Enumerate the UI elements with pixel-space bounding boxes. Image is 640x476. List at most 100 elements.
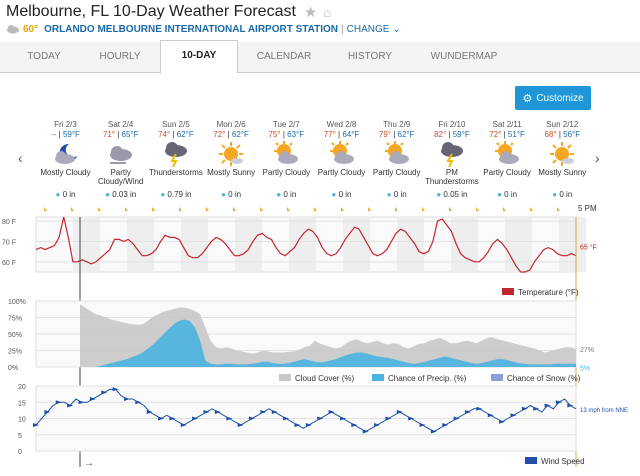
- day-column[interactable]: Thu 2/9 79° | 62°F Partly Cloudy ● 0 in: [369, 120, 424, 215]
- chevron-left-icon[interactable]: ‹: [18, 150, 23, 166]
- title-row: Melbourne, FL 10-Day Weather Forecast ★ …: [6, 2, 331, 22]
- station-name[interactable]: ORLANDO MELBOURNE INTERNATIONAL AIRPORT …: [44, 23, 339, 35]
- current-temp: 60°: [23, 23, 39, 35]
- sun-marker: [233, 207, 236, 211]
- precip-chance-area: [80, 319, 576, 367]
- sun-marker: [152, 207, 155, 211]
- change-link[interactable]: CHANGE: [346, 23, 390, 35]
- day-precip: ● 0 in: [535, 190, 590, 200]
- wind-legend-swatch: [525, 457, 537, 464]
- day-precip: ● 0.79 in: [148, 190, 203, 200]
- sun-marker: [503, 207, 506, 211]
- day-date: Fri 2/10: [438, 120, 466, 129]
- day-column[interactable]: Sat 2/4 71° | 65°F Partly Cloudy/Wind ● 0.0…: [93, 120, 148, 215]
- night-band: [127, 217, 154, 272]
- tab-10-day[interactable]: 10-DAY: [160, 40, 238, 74]
- wind-direction-marker: [169, 416, 176, 421]
- wind-direction-marker: [123, 397, 130, 401]
- wind-direction-marker: [385, 416, 392, 421]
- wind-direction-marker: [396, 410, 403, 414]
- temperature-tick-label: 70 F: [2, 239, 16, 246]
- wind-direction-marker: [453, 416, 460, 421]
- day-temps: 77° | 64°F: [323, 130, 360, 139]
- station-row: 60° ORLANDO MELBOURNE INTERNATIONAL AIRP…: [6, 22, 401, 36]
- day-condition: Partly Cloudy/Wind: [98, 168, 144, 186]
- day-column[interactable]: Sat 2/11 72° | 51°F Partly Cloudy ● 0 in: [480, 120, 535, 215]
- day-column[interactable]: Fri 2/10 82° | 59°F PM Thunderstorms ● 0.05…: [424, 120, 479, 215]
- tab-hourly[interactable]: HOURLY: [99, 51, 141, 62]
- tab-wundermap[interactable]: WUNDERMAP: [430, 51, 498, 62]
- wind-direction-marker: [555, 400, 562, 405]
- gear-icon: ⚙: [522, 92, 533, 105]
- wind-direction-marker: [339, 416, 346, 421]
- day-column[interactable]: Sun 2/12 68° | 56°F Mostly Sunny ● 0 in: [535, 120, 590, 215]
- partly-cloudy-icon: [480, 140, 535, 168]
- wind-direction-marker: [510, 413, 517, 418]
- wind-direction-marker: [180, 423, 187, 427]
- wind-direction-marker: [362, 429, 369, 434]
- day-column[interactable]: Fri 2/3 -- | 59°F Mostly Cloudy ● 0 in: [38, 120, 93, 215]
- wind-direction-marker: [533, 406, 540, 411]
- wind-direction-marker: [408, 416, 415, 421]
- wind-tick-label: 0: [18, 449, 22, 456]
- day-column[interactable]: Sun 2/5 74° | 62°F Thunderstorms ● 0.79 in: [148, 120, 203, 215]
- snow-legend-swatch: [491, 374, 503, 381]
- tab-today[interactable]: TODAY: [27, 51, 61, 62]
- day-high: --: [51, 130, 57, 139]
- sun-marker: [476, 207, 479, 211]
- day-condition: Mostly Cloudy: [40, 168, 91, 177]
- day-temps: 79° | 62°F: [378, 130, 415, 139]
- sun-marker: [530, 207, 533, 211]
- day-date: Sat 2/4: [108, 120, 134, 129]
- home-icon[interactable]: ⌂: [323, 4, 332, 20]
- mostly-sunny-icon: [204, 140, 259, 168]
- wind-direction-marker: [374, 423, 381, 427]
- day-low: 62°F: [231, 130, 249, 139]
- cloud-cover-area: [80, 304, 576, 367]
- wind-direction-marker: [33, 423, 39, 427]
- night-band: [289, 217, 316, 272]
- sun-marker: [449, 207, 452, 211]
- wind-direction-marker: [67, 403, 74, 408]
- wind-direction-marker: [89, 397, 96, 401]
- star-icon[interactable]: ★: [303, 4, 318, 21]
- wind-tick-label: 15: [18, 400, 26, 407]
- raindrop-icon: ●: [386, 190, 392, 199]
- chevron-right-icon[interactable]: ›: [595, 150, 600, 166]
- day-low: 62°F: [176, 130, 194, 139]
- day-date: Sun 2/12: [546, 120, 579, 129]
- wind-tick-label: 20: [18, 384, 26, 391]
- day-precip: ● 0 in: [480, 190, 535, 200]
- temperature-tick-label: 80 F: [2, 219, 16, 226]
- day-high: 68°: [544, 130, 557, 139]
- customize-button[interactable]: ⚙ Customize: [515, 86, 591, 110]
- day-column[interactable]: Wed 2/8 77° | 64°F Partly Cloudy ● 0 in: [314, 120, 369, 215]
- temperature-line: [35, 216, 577, 273]
- tab-calendar[interactable]: CALENDAR: [256, 51, 312, 62]
- page-title: Melbourne, FL 10-Day Weather Forecast: [6, 3, 296, 20]
- wind-direction-marker: [294, 423, 301, 427]
- chevron-down-icon[interactable]: ⌄: [392, 23, 401, 35]
- day-temps: -- | 59°F: [51, 130, 80, 139]
- wind-direction-marker: [305, 423, 312, 427]
- day-high: 82°: [434, 130, 447, 139]
- wind-direction-marker: [158, 416, 165, 421]
- day-precip-value: 0 in: [62, 190, 76, 199]
- day-date: Fri 2/3: [54, 120, 77, 129]
- day-precip: ● 0 in: [38, 190, 93, 200]
- day-condition: Partly Cloudy: [372, 168, 421, 177]
- day-temps: 82° | 59°F: [434, 130, 470, 139]
- wind-direction-marker: [214, 410, 221, 414]
- night-band: [451, 217, 478, 272]
- tab-history[interactable]: HISTORY: [347, 51, 393, 62]
- wind-direction-marker: [283, 416, 290, 421]
- wind-direction-marker: [328, 410, 335, 414]
- customize-label: Customize: [536, 92, 584, 104]
- day-column[interactable]: Mon 2/6 72° | 62°F Mostly Sunny ● 0 in: [204, 120, 259, 215]
- day-precip-value: 0 in: [228, 190, 242, 199]
- sun-marker: [179, 207, 182, 211]
- wind-direction-marker: [203, 410, 210, 414]
- precip-legend-label: Chance of Precip. (%): [388, 374, 467, 383]
- sun-marker: [341, 207, 344, 211]
- day-column[interactable]: Tue 2/7 75° | 63°F Partly Cloudy ● 0 in: [259, 120, 314, 215]
